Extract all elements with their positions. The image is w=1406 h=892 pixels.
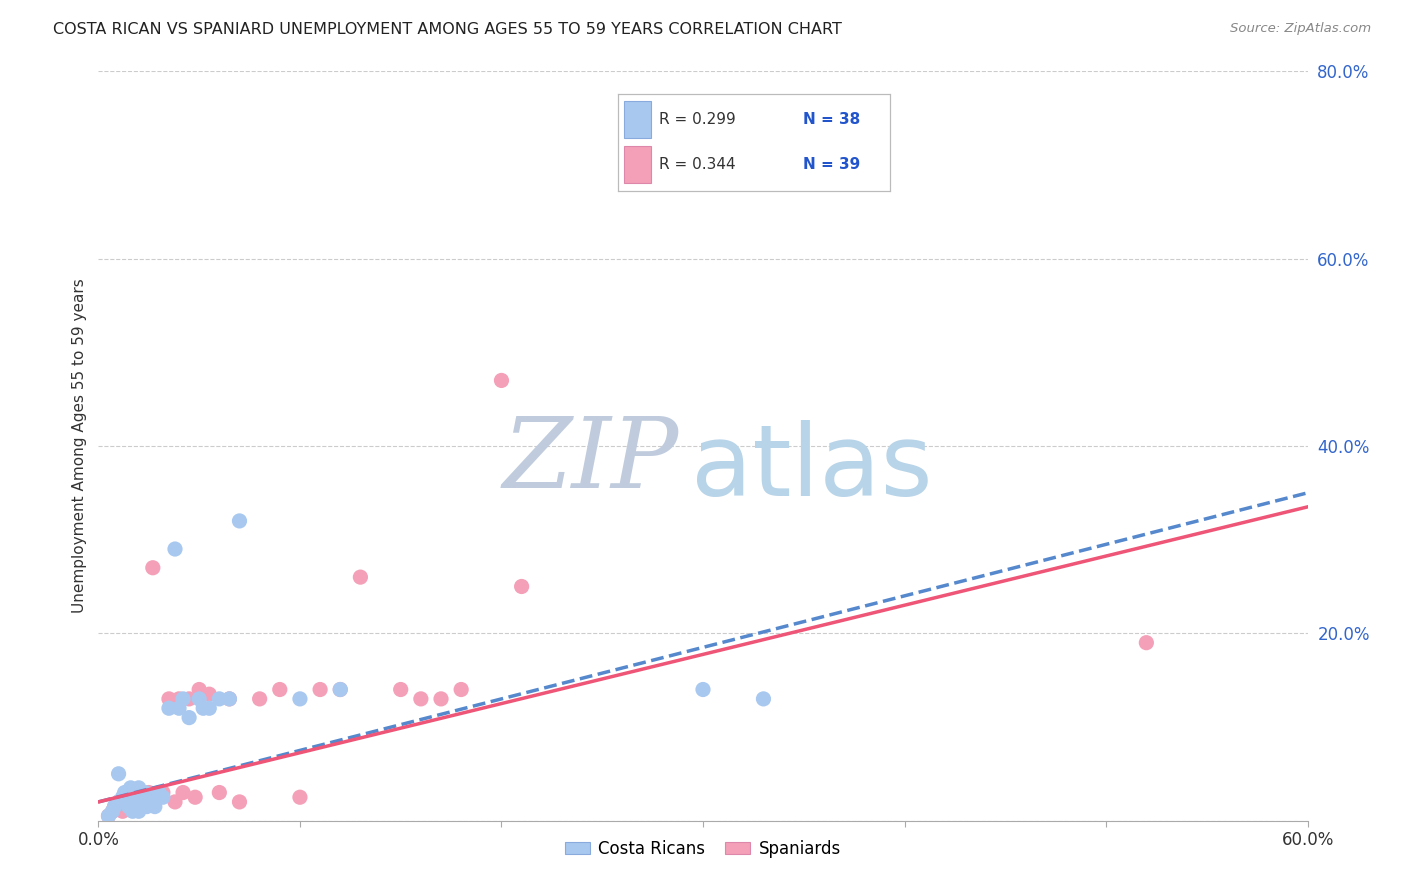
Point [167,692,190,706]
Point [132,790,155,805]
Point [510,580,533,594]
Point [101,805,124,819]
Point [103,799,125,814]
Point [128,790,150,805]
Point [218,692,240,706]
Point [208,692,231,706]
Point [269,682,291,697]
Point [129,795,152,809]
Point [121,805,143,819]
Point [172,786,194,800]
Point [157,692,180,706]
Point [692,682,714,697]
Point [97,809,120,823]
Text: COSTA RICAN VS SPANIARD UNEMPLOYMENT AMONG AGES 55 TO 59 YEARS CORRELATION CHART: COSTA RICAN VS SPANIARD UNEMPLOYMENT AMO… [53,22,842,37]
Point [172,692,194,706]
Point [118,799,141,814]
Point [288,790,311,805]
Point [167,701,190,715]
Point [114,786,136,800]
Point [125,786,148,800]
Point [329,682,352,697]
Point [101,805,124,819]
Point [128,780,150,795]
Point [107,767,129,781]
Point [143,799,166,814]
Point [103,799,125,814]
Point [134,786,156,800]
Point [148,786,170,800]
Point [107,795,129,809]
Point [228,514,250,528]
Point [163,542,186,557]
Point [208,786,231,800]
Point [135,799,157,814]
Point [148,790,170,805]
Point [114,790,136,805]
Legend: Costa Ricans, Spaniards: Costa Ricans, Spaniards [558,833,848,864]
Point [430,692,453,706]
Point [188,682,211,697]
Point [249,692,271,706]
Point [329,682,352,697]
Point [124,795,146,809]
Text: Source: ZipAtlas.com: Source: ZipAtlas.com [1230,22,1371,36]
Point [184,790,207,805]
Point [107,795,129,809]
Point [128,805,150,819]
Text: atlas: atlas [690,420,932,517]
Point [1135,635,1157,649]
Point [97,809,120,823]
Point [228,795,250,809]
Point [124,786,146,800]
Point [120,780,142,795]
Point [118,790,141,805]
Point [218,692,240,706]
Point [163,795,186,809]
Point [198,687,221,701]
Point [193,701,215,715]
Point [152,790,174,805]
Point [188,692,211,706]
Point [198,701,221,715]
Point [142,561,165,575]
Point [389,682,412,697]
Point [309,682,332,697]
Text: ZIP: ZIP [502,413,679,508]
Point [138,786,160,800]
Point [491,374,513,388]
Point [132,795,155,809]
Point [138,795,160,809]
Point [152,786,174,800]
Point [288,692,311,706]
Point [752,692,775,706]
Point [121,795,143,809]
Point [118,799,141,814]
Y-axis label: Unemployment Among Ages 55 to 59 years: Unemployment Among Ages 55 to 59 years [72,278,87,614]
Point [157,701,180,715]
Point [179,710,201,724]
Point [111,805,134,819]
Point [409,692,432,706]
Point [349,570,371,584]
Point [179,692,201,706]
Point [450,682,472,697]
Point [111,790,134,805]
